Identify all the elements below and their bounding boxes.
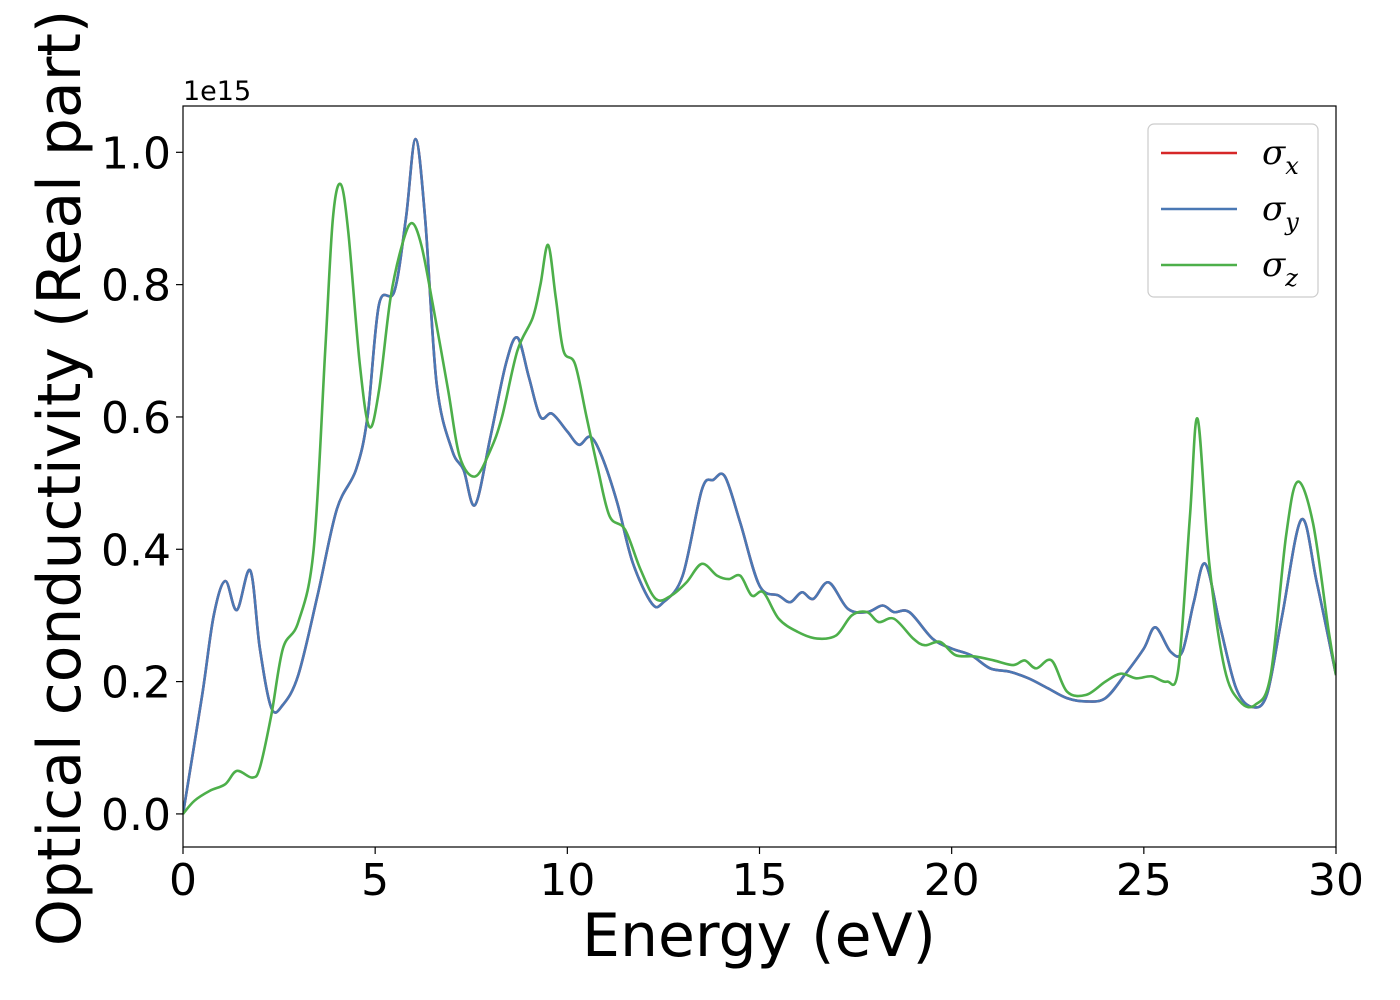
legend-box	[1147, 123, 1319, 298]
series-layer	[183, 137, 1336, 815]
y-tick-label: 1.0	[101, 128, 171, 179]
x-tick-label: 10	[539, 855, 595, 906]
x-tick-label: 5	[361, 855, 389, 906]
y-tick-label: 0.4	[101, 525, 171, 576]
y-axis-title: Optical conductivity (Real part)	[25, 10, 95, 947]
legend-label-z: σz	[1262, 245, 1298, 292]
x-axis-title: Energy (eV)	[582, 901, 936, 971]
series-line-y	[183, 137, 1336, 815]
x-tick-label: 15	[732, 855, 788, 906]
x-tick-label: 20	[924, 855, 980, 906]
x-axis: 0 5 10 15 20 25 30	[169, 847, 1364, 906]
y-tick-label: 0.0	[101, 790, 171, 841]
y-axis: 0.0 0.2 0.4 0.6 0.8 1.0	[101, 128, 183, 841]
legend: σx σy σz	[1147, 123, 1319, 298]
x-tick-label: 25	[1116, 855, 1172, 906]
y-tick-label: 0.2	[101, 658, 171, 709]
x-tick-label: 30	[1308, 855, 1364, 906]
y-offset-label: 1e15	[183, 76, 251, 107]
y-tick-label: 0.6	[101, 393, 171, 444]
x-tick-label: 0	[169, 855, 197, 906]
legend-label-x: σx	[1262, 133, 1299, 180]
legend-label-y: σy	[1262, 189, 1299, 236]
series-line-z	[183, 182, 1336, 815]
y-tick-label: 0.8	[101, 261, 171, 312]
